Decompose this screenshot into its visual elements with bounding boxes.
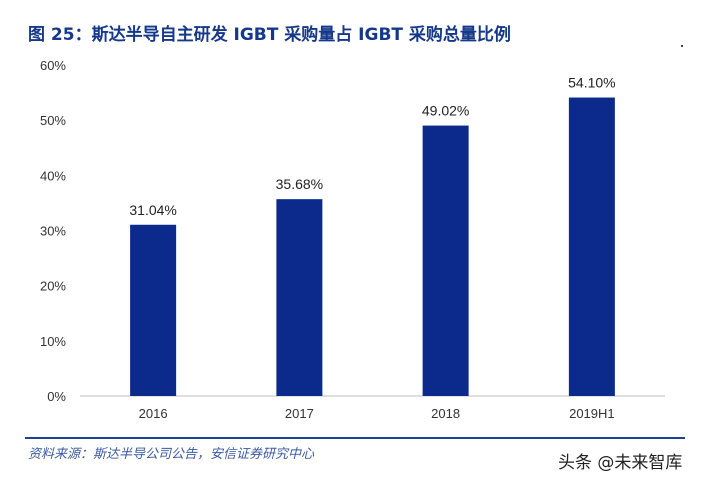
bar <box>422 125 469 396</box>
bar <box>130 224 177 396</box>
data-label: 54.10% <box>568 75 615 91</box>
footer-divider <box>25 437 685 439</box>
bar <box>568 97 615 396</box>
x-tick-label: 2019H1 <box>569 406 615 421</box>
figure-title: 图 25：斯达半导自主研发 IGBT 采购量占 IGBT 采购总量比例 <box>28 25 511 45</box>
bar <box>276 199 323 396</box>
x-tick-label: 2016 <box>139 406 168 421</box>
data-label: 35.68% <box>276 176 323 192</box>
data-label: 49.02% <box>422 103 469 119</box>
y-tick-label: 60% <box>40 58 66 73</box>
y-tick-label: 20% <box>40 279 66 294</box>
x-tick-label: 2017 <box>285 406 314 421</box>
y-tick-label: 50% <box>40 113 66 128</box>
y-tick-label: 10% <box>40 334 66 349</box>
watermark: 头条 @未来智库 <box>558 453 683 473</box>
source-note: 资料来源：斯达半导公司公告，安信证券研究中心 <box>28 447 315 462</box>
data-label: 31.04% <box>129 202 176 218</box>
y-tick-label: 40% <box>40 168 66 183</box>
y-tick-label: 0% <box>47 389 66 404</box>
y-tick-label: 30% <box>40 224 66 239</box>
x-tick-label: 2018 <box>431 406 460 421</box>
decorative-dot <box>681 45 683 47</box>
